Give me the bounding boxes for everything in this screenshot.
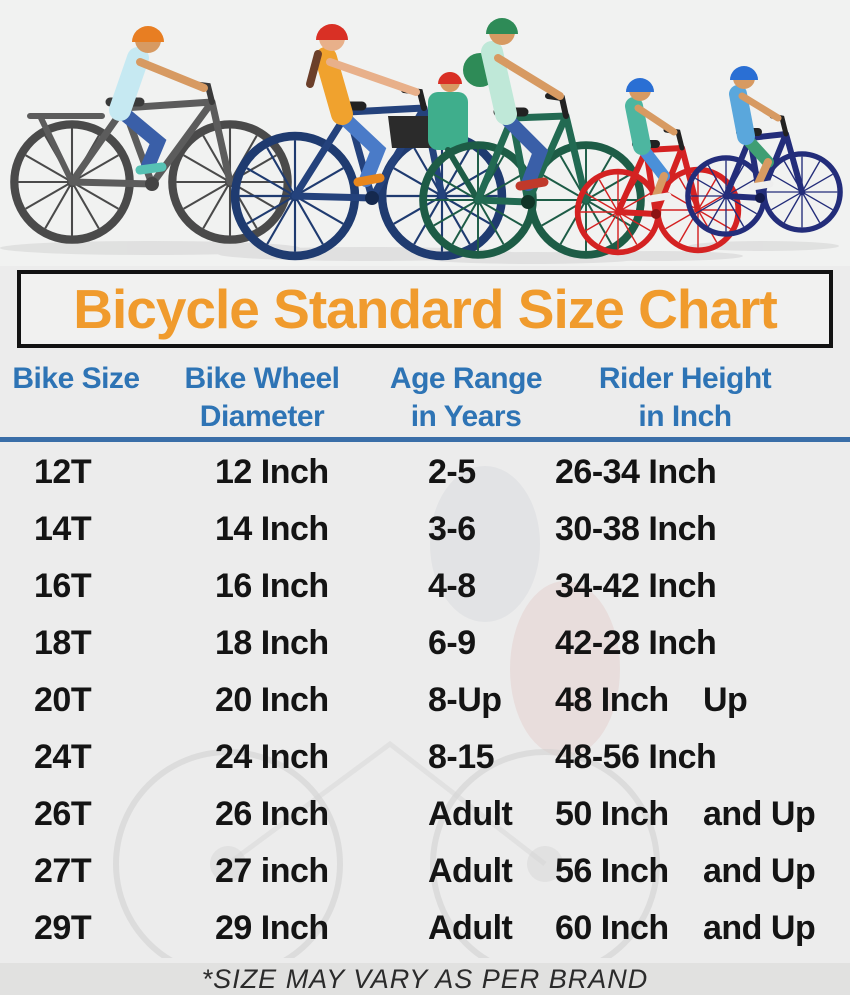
cell-wheel-diameter: 16 Inch — [215, 567, 329, 605]
footer-note: *SIZE MAY VARY AS PER BRAND — [201, 963, 649, 994]
rider-child-red-bike — [578, 78, 739, 252]
table-row: 12T 12 Inch 2-5 26-34 Inch — [0, 444, 850, 501]
cell-wheel-diameter: 20 Inch — [215, 681, 329, 719]
cyclists-illustration — [0, 0, 850, 266]
table-row: 16T 16 Inch 4-8 34-42 Inch — [0, 558, 850, 615]
rider-man-green-bike-child-seat — [423, 18, 641, 255]
cell-rider-height: 50 Inch and Up — [555, 795, 816, 833]
cell-rider-height: 26-34 Inch — [555, 453, 717, 491]
cell-bike-size: 12T — [34, 453, 92, 491]
rider-woman-navy-bike — [235, 24, 502, 256]
title-banner: Bicycle Standard Size Chart — [17, 270, 833, 348]
table-row: 24T 24 Inch 8-15 48-56 Inch — [0, 729, 850, 786]
cell-bike-size: 18T — [34, 624, 92, 662]
cell-bike-size: 29T — [34, 909, 92, 947]
cell-rider-height: 42-28 Inch — [555, 624, 717, 662]
cell-wheel-diameter: 24 Inch — [215, 738, 329, 776]
table-row: 20T 20 Inch 8-Up 48 Inch Up — [0, 672, 850, 729]
table-row: 26T 26 Inch Adult 50 Inch and Up — [0, 786, 850, 843]
cell-bike-size: 26T — [34, 795, 92, 833]
cell-wheel-diameter: 14 Inch — [215, 510, 329, 548]
cell-rider-height: 60 Inch and Up — [555, 909, 816, 947]
cell-bike-size: 16T — [34, 567, 92, 605]
table-header-row: Bike Size Bike Wheel Diameter Age Range … — [0, 360, 850, 438]
table-row: 27T 27 inch Adult 56 Inch and Up — [0, 843, 850, 900]
cell-age-range: 6-9 — [428, 624, 476, 662]
cell-rider-height: 34-42 Inch — [555, 567, 717, 605]
cell-bike-size: 14T — [34, 510, 92, 548]
cell-age-range: Adult — [428, 795, 513, 833]
cell-rider-height: 30-38 Inch — [555, 510, 717, 548]
cell-wheel-diameter: 18 Inch — [215, 624, 329, 662]
cell-age-range: Adult — [428, 909, 513, 947]
cell-rider-height: 48 Inch Up — [555, 681, 748, 719]
cell-rider-height: 56 Inch and Up — [555, 852, 816, 890]
column-header-wheel-diameter: Bike Wheel Diameter — [184, 362, 340, 433]
table-row: 29T 29 Inch Adult 60 Inch and Up — [0, 900, 850, 957]
page-title: Bicycle Standard Size Chart — [73, 278, 778, 340]
cell-bike-size: 27T — [34, 852, 92, 890]
cell-age-range: Adult — [428, 852, 513, 890]
cell-bike-size: 20T — [34, 681, 92, 719]
column-header-age-range: Age Range in Years — [389, 362, 543, 433]
cell-wheel-diameter: 26 Inch — [215, 795, 329, 833]
table-row: 14T 14 Inch 3-6 30-38 Inch — [0, 501, 850, 558]
cell-wheel-diameter: 12 Inch — [215, 453, 329, 491]
cell-age-range: 8-15 — [428, 738, 495, 776]
rider-adult-gray-bike — [14, 26, 287, 240]
size-table: 12T 12 Inch 2-5 26-34 Inch 14T 14 Inch 3… — [0, 444, 850, 958]
rider-boy-darkblue-bike — [688, 66, 840, 234]
column-header-bike-size: Bike Size — [12, 362, 140, 395]
cell-age-range: 2-5 — [428, 453, 476, 491]
cell-age-range: 4-8 — [428, 567, 476, 605]
cell-age-range: 3-6 — [428, 510, 476, 548]
cell-wheel-diameter: 27 inch — [215, 852, 329, 890]
cell-bike-size: 24T — [34, 738, 92, 776]
cell-rider-height: 48-56 Inch — [555, 738, 717, 776]
cell-age-range: 8-Up — [428, 681, 502, 719]
footer-note-bar: *SIZE MAY VARY AS PER BRAND — [0, 963, 850, 995]
table-row: 18T 18 Inch 6-9 42-28 Inch — [0, 615, 850, 672]
header-separator-line — [0, 437, 850, 442]
cell-wheel-diameter: 29 Inch — [215, 909, 329, 947]
column-header-rider-height: Rider Height in Inch — [598, 362, 772, 433]
